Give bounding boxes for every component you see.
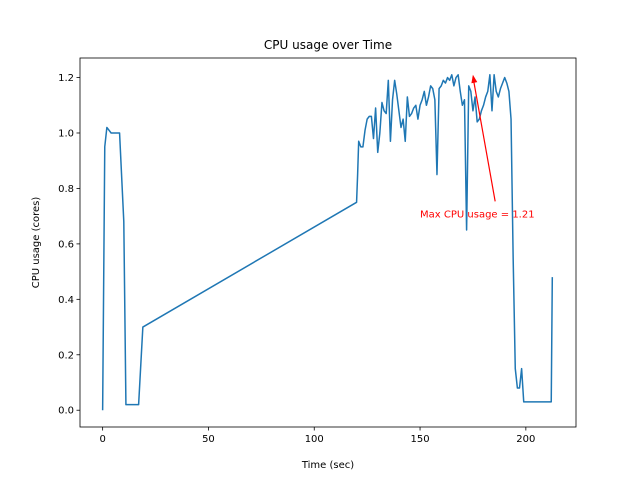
axes-frame xyxy=(79,57,577,428)
y-tick-label: 1.0 xyxy=(58,128,74,139)
y-axis-ticks: 0.0 0.2 0.4 0.6 0.8 1.0 1.2 xyxy=(58,73,80,417)
y-tick-label: 0.4 xyxy=(58,295,74,306)
x-tick-label: 0 xyxy=(99,434,105,445)
x-tick-label: 200 xyxy=(516,434,535,445)
x-axis-label: Time (sec) xyxy=(301,460,354,471)
x-axis-ticks: 0 50 100 150 200 xyxy=(99,427,535,445)
y-tick-label: 1.2 xyxy=(58,73,74,84)
cpu-usage-line xyxy=(101,74,554,411)
y-tick-label: 0.0 xyxy=(58,406,74,417)
plot-area: Max CPU usage = 1.21 xyxy=(79,57,577,428)
y-tick-label: 0.6 xyxy=(58,239,74,250)
annotation-arrow-head xyxy=(471,74,478,84)
x-tick-label: 150 xyxy=(411,434,430,445)
annotation-arrow-line xyxy=(472,76,496,202)
x-tick-label: 50 xyxy=(202,434,215,445)
y-tick-label: 0.8 xyxy=(58,184,74,195)
annotation-layer: Max CPU usage = 1.21 xyxy=(420,74,535,220)
y-tick-label: 0.2 xyxy=(58,350,74,361)
series-layer xyxy=(101,74,554,411)
x-tick-label: 100 xyxy=(305,434,324,445)
max-cpu-annotation-text: Max CPU usage = 1.21 xyxy=(420,209,535,220)
chart-title: CPU usage over Time xyxy=(264,38,392,52)
y-axis-label: CPU usage (cores) xyxy=(31,197,42,289)
